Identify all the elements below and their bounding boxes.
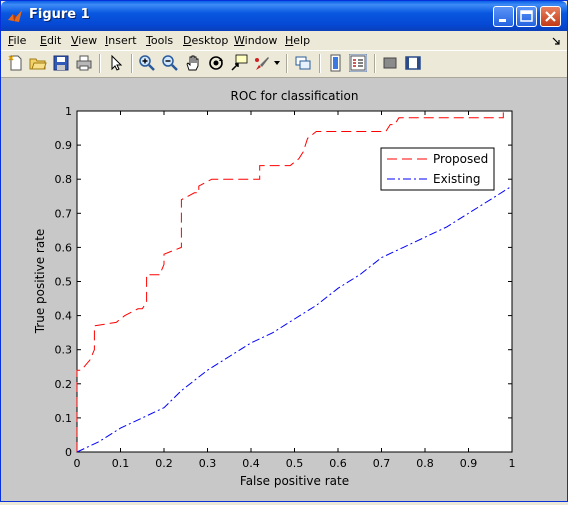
show-plot-tools-icon[interactable] — [404, 54, 422, 72]
save-icon[interactable] — [52, 54, 70, 72]
menu-desktop[interactable]: Desktop — [183, 34, 229, 47]
minimize-button[interactable] — [493, 6, 514, 27]
menu-view[interactable]: View — [71, 34, 98, 47]
x-tick-label: 0 — [74, 457, 81, 470]
y-tick-label: 0.4 — [55, 310, 73, 323]
legend[interactable]: Proposed Existing — [380, 147, 495, 191]
y-axis-label: True positive rate — [33, 229, 47, 335]
y-tick-label: 1 — [65, 105, 72, 118]
x-tick-label: 0.2 — [155, 457, 173, 470]
toolbar-separator — [319, 54, 321, 73]
y-tick-label: 0.2 — [55, 378, 73, 391]
colorbar-icon[interactable] — [327, 54, 345, 72]
menu-edit[interactable]: Edit — [40, 34, 62, 47]
brush-icon[interactable] — [253, 54, 271, 72]
zoom-out-icon[interactable] — [161, 54, 179, 72]
print-icon[interactable] — [75, 54, 93, 72]
y-tick-label: 0.3 — [55, 344, 73, 357]
x-tick-label: 0.4 — [242, 457, 260, 470]
series-line-existing — [76, 185, 513, 453]
new-figure-icon[interactable] — [7, 54, 25, 72]
y-tick-label: 0.8 — [55, 173, 73, 186]
close-icon — [545, 11, 556, 22]
series-line-proposed — [76, 111, 504, 452]
y-tick-label: 0.6 — [55, 241, 73, 254]
x-tick-label: 0.1 — [112, 457, 130, 470]
open-file-icon[interactable] — [29, 54, 47, 72]
pan-hand-icon[interactable] — [184, 54, 202, 72]
y-tick-label: 0.7 — [55, 207, 73, 220]
maximize-icon — [520, 10, 533, 22]
minimize-icon — [499, 19, 506, 22]
data-cursor-icon[interactable] — [230, 54, 248, 72]
y-tick-label: 0 — [65, 446, 72, 459]
close-button[interactable] — [540, 6, 561, 27]
x-tick-label: 0.9 — [460, 457, 478, 470]
legend-label-proposed: Proposed — [433, 152, 488, 166]
legend-label-existing: Existing — [433, 172, 481, 186]
series-layer — [76, 111, 513, 453]
x-tick-label: 0.6 — [329, 457, 347, 470]
roc-chart: 0 0.1 0.2 0.3 0.4 0.5 0.6 0.7 0.8 0.9 1 0 0.1 0.2 0.3 0… — [33, 89, 516, 488]
figure-canvas: 0 0.1 0.2 0.3 0.4 0.5 0.6 0.7 0.8 0.9 1 0 0.1 0.2 0.3 0… — [1, 78, 567, 501]
matlab-logo-icon — [8, 10, 22, 22]
toolbar-separator — [374, 54, 376, 73]
menu-insert[interactable]: Insert — [105, 34, 137, 47]
y-tick-label: 0.9 — [55, 139, 73, 152]
maximize-button[interactable] — [516, 6, 537, 27]
toolbar-separator — [286, 54, 288, 73]
window-title: Figure 1 — [29, 7, 90, 22]
x-tick-label: 0.5 — [286, 457, 304, 470]
rotate-3d-icon[interactable] — [207, 54, 225, 72]
x-tick-label: 0.3 — [199, 457, 217, 470]
toolbar-separator — [99, 54, 101, 73]
menu-help[interactable]: Help — [285, 34, 311, 47]
x-tick-label: 0.7 — [373, 457, 391, 470]
axis-ticks: 0 0.1 0.2 0.3 0.4 0.5 0.6 0.7 0.8 0.9 1 0 0.1 0.2 0.3 0… — [55, 105, 516, 470]
legend-box — [380, 147, 495, 191]
x-tick-label: 0.8 — [416, 457, 434, 470]
toolbar-separator — [131, 54, 133, 73]
menu-window[interactable]: Window — [234, 34, 278, 47]
figure-toolbar — [1, 50, 567, 78]
hide-plot-tools-icon[interactable] — [381, 54, 399, 72]
link-plot-icon[interactable] — [294, 54, 312, 72]
menu-file[interactable]: File — [8, 34, 27, 47]
dock-arrow-icon[interactable] — [551, 36, 561, 46]
pointer-icon[interactable] — [107, 54, 125, 72]
x-axis-label: False positive rate — [240, 474, 349, 488]
legend-icon[interactable] — [349, 54, 367, 72]
menu-tools[interactable]: Tools — [146, 34, 174, 47]
x-tick-label: 1 — [509, 457, 516, 470]
menu-bar: File Edit View Insert Tools Desktop Wind… — [1, 31, 567, 50]
zoom-in-icon[interactable] — [138, 54, 156, 72]
y-tick-label: 0.5 — [55, 276, 73, 289]
brush-dropdown-icon[interactable] — [274, 61, 281, 66]
y-tick-label: 0.1 — [55, 412, 73, 425]
title-bar[interactable]: Figure 1 — [1, 1, 567, 31]
chart-title: ROC for classification — [231, 89, 359, 103]
